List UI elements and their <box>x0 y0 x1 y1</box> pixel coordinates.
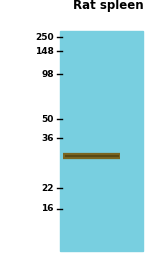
Text: 250: 250 <box>35 33 54 42</box>
Text: 148: 148 <box>35 47 54 56</box>
Text: 16: 16 <box>41 204 54 213</box>
Text: 98: 98 <box>41 70 54 79</box>
Text: 22: 22 <box>41 184 54 193</box>
Text: 50: 50 <box>41 114 54 124</box>
Text: Rat spleen: Rat spleen <box>73 0 144 12</box>
Bar <box>60 31 143 251</box>
Text: 36: 36 <box>41 134 54 143</box>
